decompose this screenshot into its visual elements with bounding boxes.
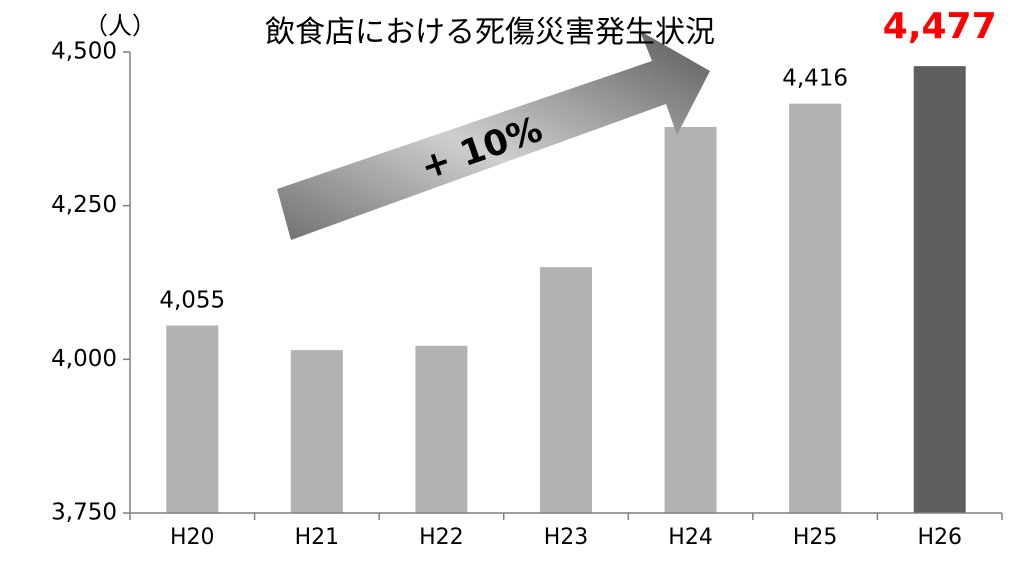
y-axis-unit: （人） xyxy=(84,12,156,40)
growth-arrow: + 10% xyxy=(277,31,710,240)
bar-h20 xyxy=(166,325,219,513)
y-tick-label: 4,500 xyxy=(51,39,117,65)
highlight-value-label: 4,477 xyxy=(883,6,997,47)
x-tick-label: H26 xyxy=(917,525,962,550)
bar-h24 xyxy=(664,126,717,514)
bar-h21 xyxy=(290,350,343,513)
x-tick-label: H21 xyxy=(295,525,340,550)
x-tick-label: H20 xyxy=(170,525,215,550)
data-labels: 4,055 4,416 4,477 xyxy=(159,6,996,314)
y-tick-label: 4,250 xyxy=(51,192,117,218)
chart-title: 飲食店における死傷災害発生状況 xyxy=(265,15,715,50)
growth-arrow-shape xyxy=(277,31,710,240)
x-tick-label: H24 xyxy=(668,525,713,550)
x-tick-label: H22 xyxy=(419,525,464,550)
x-tick-label: H25 xyxy=(793,525,838,550)
bar-h26 xyxy=(913,66,966,514)
bar-h22 xyxy=(415,345,468,513)
x-tick-label: H23 xyxy=(544,525,589,550)
bars xyxy=(166,66,966,514)
bar-h23 xyxy=(540,267,592,513)
bar-h25 xyxy=(789,103,842,513)
data-label: 4,416 xyxy=(782,66,848,92)
axes: 3,750 4,000 4,250 4,500 H20 H21 H22 H23 H24 H25 H2… xyxy=(51,39,1003,550)
y-tick-label: 3,750 xyxy=(51,500,117,526)
y-tick-label: 4,000 xyxy=(51,346,117,372)
data-label: 4,055 xyxy=(159,288,225,314)
